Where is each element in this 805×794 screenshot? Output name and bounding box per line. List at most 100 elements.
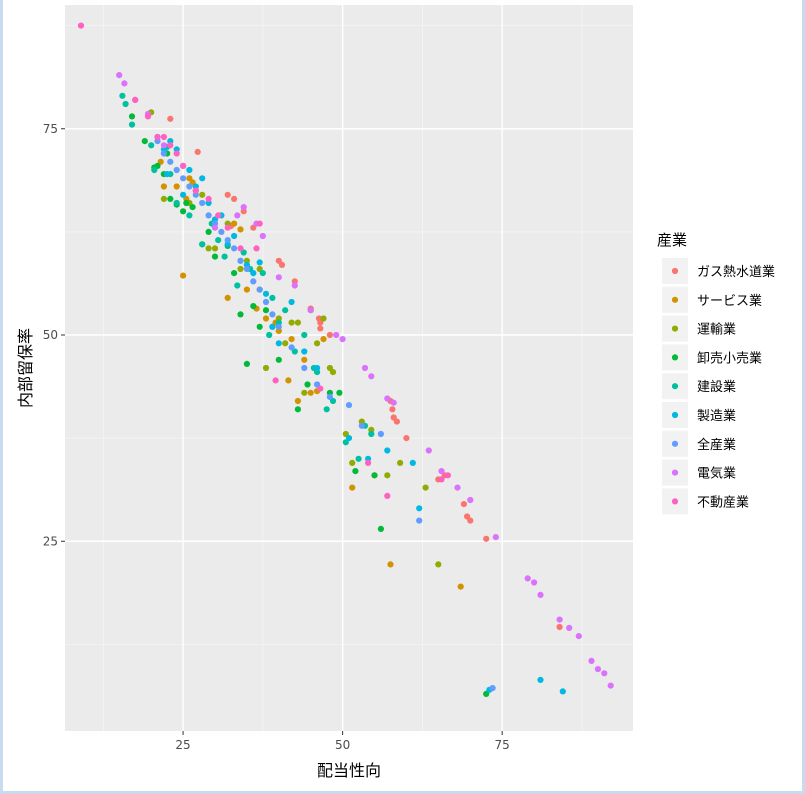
- data-point: [566, 624, 573, 632]
- data-point: [237, 265, 244, 273]
- data-point: [288, 344, 295, 351]
- data-point: [116, 72, 123, 79]
- data-point: [144, 113, 152, 120]
- data-point: [275, 323, 282, 330]
- data-point: [224, 237, 231, 244]
- data-point: [438, 476, 445, 483]
- legend-swatch: [671, 469, 679, 476]
- data-point: [180, 272, 187, 279]
- data-point: [307, 307, 314, 314]
- data-point: [342, 439, 349, 446]
- data-point: [77, 22, 85, 29]
- data-point: [320, 315, 327, 322]
- data-point: [119, 92, 126, 99]
- x-tick-label: 25: [175, 738, 190, 752]
- data-point: [333, 331, 340, 339]
- data-point: [259, 270, 266, 277]
- data-point: [234, 212, 241, 219]
- data-point: [435, 561, 442, 568]
- data-point: [454, 484, 461, 491]
- data-point: [314, 364, 321, 372]
- legend-item: サービス業: [662, 286, 762, 313]
- data-point: [180, 208, 187, 215]
- legend-item: 全産業: [662, 430, 736, 457]
- legend-label: 卸売小売業: [697, 350, 762, 366]
- data-point: [173, 166, 180, 174]
- data-point: [301, 389, 308, 396]
- data-point: [607, 682, 614, 689]
- legend-item: 不動産業: [662, 488, 749, 515]
- data-point: [537, 591, 544, 599]
- data-point: [199, 199, 206, 207]
- data-point: [294, 319, 301, 326]
- data-point: [231, 220, 238, 227]
- legend-swatch: [671, 440, 679, 447]
- data-point: [336, 389, 343, 396]
- data-point: [128, 113, 136, 120]
- data-point: [425, 447, 432, 454]
- data-point: [384, 472, 391, 479]
- data-point: [416, 517, 423, 524]
- scatter-chart: 25 50 75 25 50 75 配当性向 内部留保率 産業 ガス熱水道業サービス業運…: [16, 5, 775, 780]
- legend-label: サービス業: [697, 293, 762, 309]
- y-tick-label: 25: [43, 534, 58, 548]
- data-point: [457, 583, 464, 590]
- data-point: [262, 315, 270, 322]
- plot-panel: [65, 5, 633, 731]
- data-point: [243, 360, 250, 367]
- data-point: [269, 294, 276, 301]
- data-point: [234, 282, 241, 289]
- data-point: [224, 191, 231, 198]
- data-point: [180, 162, 187, 169]
- data-point: [148, 142, 155, 149]
- data-point: [194, 148, 201, 155]
- legend-item: 建設業: [662, 373, 736, 400]
- data-point: [262, 307, 270, 314]
- data-point: [288, 336, 295, 343]
- data-point: [259, 232, 266, 240]
- data-point: [186, 183, 193, 190]
- series-全産業: [154, 138, 496, 692]
- data-point: [278, 261, 286, 268]
- data-point: [160, 133, 167, 141]
- data-point: [489, 685, 496, 692]
- data-point: [601, 670, 608, 677]
- data-point: [250, 303, 257, 310]
- legend-swatch: [671, 383, 679, 390]
- x-tick-label: 50: [335, 738, 350, 752]
- legend-label: 建設業: [697, 379, 736, 395]
- data-point: [345, 402, 353, 409]
- data-point: [189, 204, 196, 211]
- legend-item: 電気業: [662, 459, 736, 486]
- data-point: [444, 472, 451, 479]
- data-point: [352, 468, 359, 475]
- data-point: [173, 150, 180, 157]
- data-point: [262, 290, 270, 297]
- data-point: [199, 241, 206, 248]
- data-point: [215, 237, 222, 244]
- data-point: [323, 406, 330, 413]
- data-point: [368, 430, 375, 438]
- data-point: [301, 331, 308, 339]
- data-point: [384, 492, 391, 499]
- data-point: [269, 311, 276, 318]
- data-point: [215, 212, 222, 219]
- data-point: [231, 195, 238, 202]
- x-tick-label: 75: [495, 738, 510, 752]
- data-point: [205, 195, 212, 202]
- data-point: [186, 166, 193, 174]
- data-point: [438, 468, 445, 475]
- data-point: [211, 245, 219, 252]
- data-point: [237, 257, 244, 264]
- data-point: [377, 430, 384, 438]
- data-point: [256, 286, 263, 293]
- data-point: [256, 220, 263, 227]
- data-point: [345, 435, 353, 442]
- data-points: [77, 22, 614, 698]
- data-point: [256, 259, 263, 266]
- legend-item: 運輸業: [662, 315, 736, 342]
- x-axis: 25 50 75: [175, 731, 510, 752]
- data-point: [231, 270, 238, 277]
